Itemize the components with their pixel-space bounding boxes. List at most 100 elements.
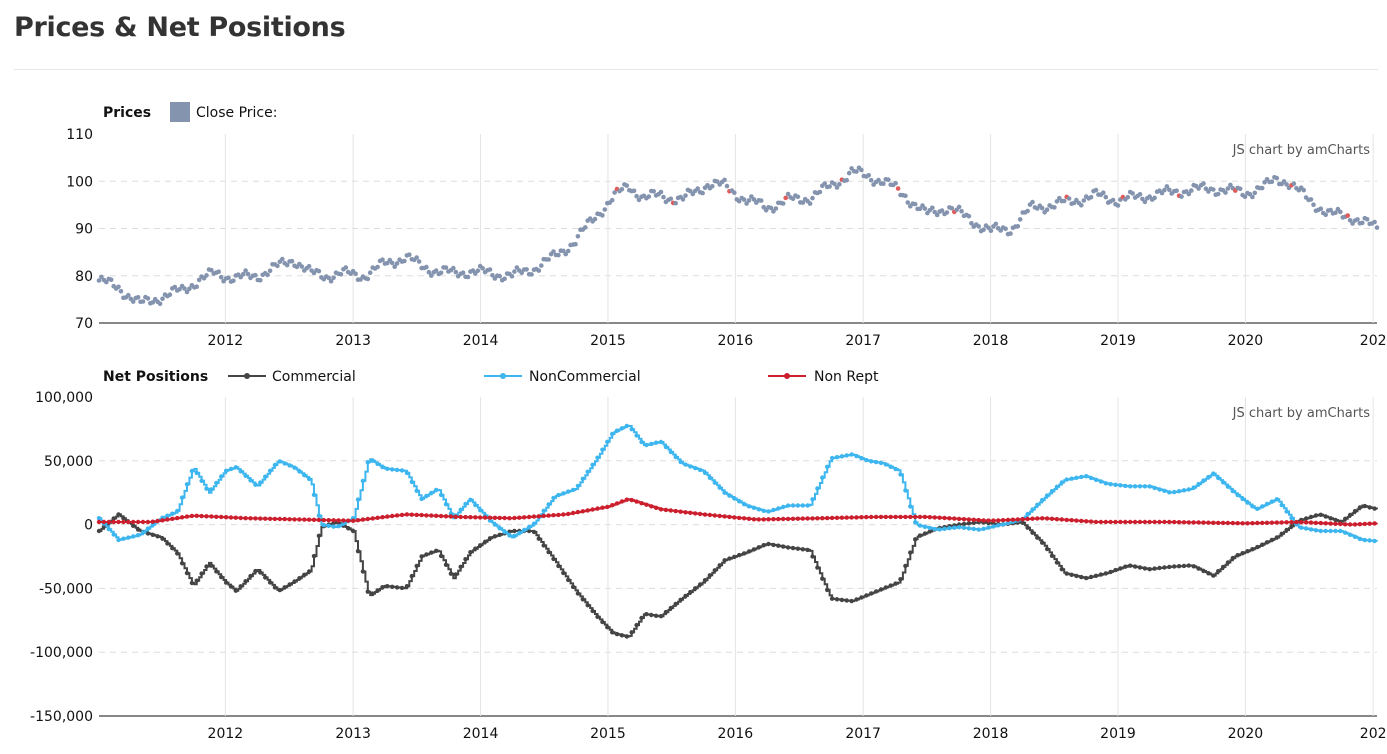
series-point-non-rept[interactable] xyxy=(580,509,585,514)
close-price-point[interactable] xyxy=(1088,194,1094,200)
series-point-commercial[interactable] xyxy=(1274,535,1280,540)
series-point-commercial[interactable] xyxy=(732,554,737,560)
series-point-commercial[interactable] xyxy=(829,596,835,601)
close-price-point[interactable] xyxy=(209,267,214,273)
close-price-point[interactable] xyxy=(1061,198,1067,204)
series-point-noncommercial[interactable] xyxy=(600,447,605,452)
series-point-noncommercial[interactable] xyxy=(1235,492,1240,498)
series-point-commercial[interactable] xyxy=(390,584,395,589)
series-point-commercial[interactable] xyxy=(898,577,903,582)
series-point-non-rept[interactable] xyxy=(1103,519,1109,525)
series-point-non-rept[interactable] xyxy=(272,516,278,522)
series-point-noncommercial[interactable] xyxy=(697,467,703,473)
series-point-non-rept[interactable] xyxy=(732,515,737,520)
series-point-noncommercial[interactable] xyxy=(1372,538,1377,544)
series-point-commercial[interactable] xyxy=(570,584,576,590)
series-point-noncommercial[interactable] xyxy=(1113,482,1118,487)
close-price-point[interactable] xyxy=(416,259,422,264)
series-point-commercial[interactable] xyxy=(727,556,732,561)
series-point-noncommercial[interactable] xyxy=(678,459,683,465)
series-point-non-rept[interactable] xyxy=(653,505,659,510)
series-point-commercial[interactable] xyxy=(1035,535,1040,540)
series-point-non-rept[interactable] xyxy=(512,515,517,521)
series-point-non-rept[interactable] xyxy=(404,512,410,517)
series-point-commercial[interactable] xyxy=(1103,571,1109,576)
series-point-commercial[interactable] xyxy=(194,578,199,583)
series-point-commercial[interactable] xyxy=(1225,560,1231,565)
series-point-non-rept[interactable] xyxy=(1352,522,1358,527)
series-point-noncommercial[interactable] xyxy=(189,468,195,474)
close-price-point[interactable] xyxy=(265,272,270,278)
series-point-non-rept[interactable] xyxy=(1269,520,1275,525)
close-price-point[interactable] xyxy=(196,277,202,283)
series-point-noncommercial[interactable] xyxy=(1245,500,1250,505)
close-price-point[interactable] xyxy=(546,257,551,262)
series-point-non-rept[interactable] xyxy=(365,516,370,522)
close-price-point[interactable] xyxy=(1015,224,1021,229)
series-point-commercial[interactable] xyxy=(365,589,370,594)
close-price-point[interactable] xyxy=(710,184,715,189)
series-point-non-rept[interactable] xyxy=(223,515,229,520)
series-point-commercial[interactable] xyxy=(790,545,796,551)
close-price-point[interactable] xyxy=(661,194,666,200)
close-price-point[interactable] xyxy=(433,268,439,273)
series-point-commercial[interactable] xyxy=(1289,524,1294,529)
series-point-noncommercial[interactable] xyxy=(263,474,268,479)
series-point-non-rept[interactable] xyxy=(1206,520,1211,525)
series-point-non-rept[interactable] xyxy=(1186,520,1192,525)
close-price-point[interactable] xyxy=(859,167,864,173)
series-point-non-rept[interactable] xyxy=(355,518,361,523)
close-price-point[interactable] xyxy=(741,197,747,202)
series-point-commercial[interactable] xyxy=(1059,567,1065,572)
series-point-commercial[interactable] xyxy=(1240,551,1245,556)
series-point-non-rept[interactable] xyxy=(561,512,566,517)
series-point-non-rept[interactable] xyxy=(414,512,419,518)
close-price-point[interactable] xyxy=(490,273,495,278)
series-line-commercial[interactable] xyxy=(99,504,1378,638)
series-point-noncommercial[interactable] xyxy=(258,480,263,485)
series-point-non-rept[interactable] xyxy=(996,518,1001,523)
close-price-point[interactable] xyxy=(1333,210,1338,215)
close-price-point[interactable] xyxy=(993,221,999,227)
series-point-noncommercial[interactable] xyxy=(1152,485,1157,491)
series-point-commercial[interactable] xyxy=(414,563,419,569)
close-price-point[interactable] xyxy=(1355,217,1360,222)
series-point-noncommercial[interactable] xyxy=(1093,477,1099,482)
series-point-noncommercial[interactable] xyxy=(1362,537,1368,543)
series-point-noncommercial[interactable] xyxy=(468,497,473,502)
close-price-point[interactable] xyxy=(575,234,581,239)
close-price-point[interactable] xyxy=(1252,190,1258,196)
series-point-noncommercial[interactable] xyxy=(776,506,781,511)
series-point-commercial[interactable] xyxy=(1357,505,1363,510)
series-point-commercial[interactable] xyxy=(1245,549,1250,554)
series-point-non-rept[interactable] xyxy=(639,501,644,506)
series-point-non-rept[interactable] xyxy=(243,516,248,521)
series-point-commercial[interactable] xyxy=(370,591,375,596)
close-price-point[interactable] xyxy=(846,170,852,176)
series-point-non-rept[interactable] xyxy=(1245,521,1250,526)
series-point-non-rept[interactable] xyxy=(463,514,468,520)
series-point-non-rept[interactable] xyxy=(575,509,581,515)
series-point-non-rept[interactable] xyxy=(810,516,815,521)
series-point-noncommercial[interactable] xyxy=(1225,484,1231,489)
series-point-commercial[interactable] xyxy=(927,529,932,534)
series-point-commercial[interactable] xyxy=(497,532,502,537)
series-point-noncommercial[interactable] xyxy=(1343,530,1348,535)
close-price-point[interactable] xyxy=(1025,208,1030,214)
series-point-non-rept[interactable] xyxy=(1064,517,1069,523)
series-point-non-rept[interactable] xyxy=(1176,520,1182,525)
series-point-commercial[interactable] xyxy=(766,541,771,547)
series-point-commercial[interactable] xyxy=(536,536,541,541)
series-point-non-rept[interactable] xyxy=(1035,516,1040,521)
series-point-commercial[interactable] xyxy=(316,533,322,538)
close-price-point[interactable] xyxy=(866,173,871,178)
close-price-point[interactable] xyxy=(556,252,561,258)
series-point-commercial[interactable] xyxy=(267,580,273,585)
series-point-commercial[interactable] xyxy=(1318,512,1324,517)
close-price-point[interactable] xyxy=(1301,187,1306,193)
series-point-noncommercial[interactable] xyxy=(913,520,918,525)
series-point-noncommercial[interactable] xyxy=(1025,511,1030,517)
series-point-non-rept[interactable] xyxy=(839,515,845,520)
series-point-commercial[interactable] xyxy=(551,556,556,562)
series-point-commercial[interactable] xyxy=(1323,514,1328,519)
